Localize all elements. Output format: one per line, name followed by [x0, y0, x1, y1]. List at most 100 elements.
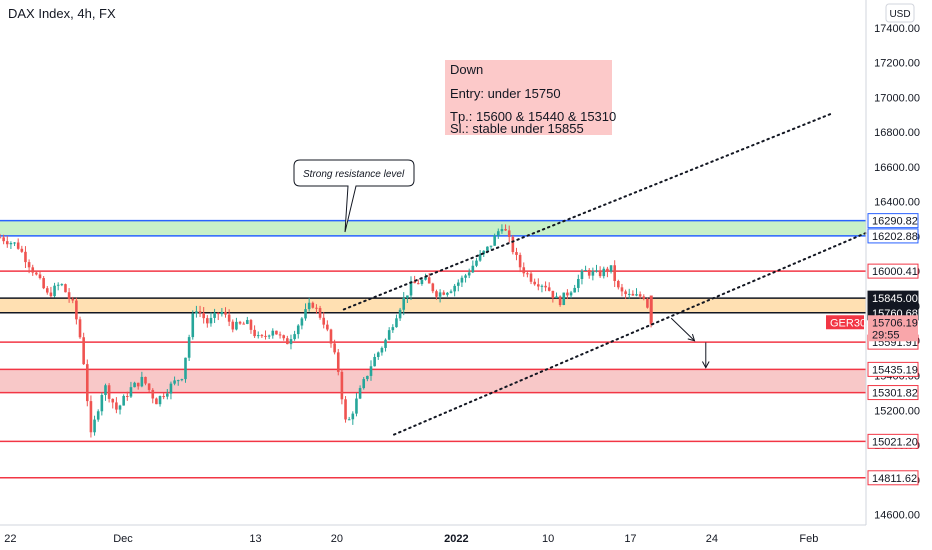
candle-body: [369, 366, 373, 376]
candle-body: [529, 273, 533, 282]
candle-body: [646, 298, 649, 308]
candle-body: [300, 318, 304, 326]
candle-body: [406, 295, 409, 298]
x-tick-label: Dec: [113, 533, 133, 545]
candle-body: [518, 254, 522, 268]
candle-body: [107, 385, 111, 399]
candle-body: [431, 283, 435, 292]
candle-body: [289, 339, 293, 345]
price-tag: 16202.88: [867, 228, 919, 244]
candle-body: [75, 300, 78, 320]
candle-body: [60, 284, 64, 286]
channel-lower-line: [393, 231, 867, 436]
symbol-tag-label: GER30: [830, 317, 866, 329]
candle-body: [333, 343, 336, 353]
price-tag-box: [867, 213, 919, 229]
candle-body: [380, 347, 384, 353]
candle-body: [82, 337, 85, 365]
candle-body: [16, 242, 20, 249]
candle-body: [20, 248, 24, 252]
candle-body: [49, 292, 53, 297]
price-tag-box: [867, 263, 919, 279]
price-tag: 15435.19: [867, 361, 919, 377]
time-axis[interactable]: 22 Dec 13 20 2022 10 17 24 Feb: [4, 533, 818, 545]
candle-body: [9, 242, 13, 245]
candle-body: [56, 284, 60, 286]
candle-body: [202, 312, 205, 319]
candle-body: [286, 338, 289, 345]
candle-body: [38, 274, 42, 279]
y-tick-label: 14600.00: [874, 510, 920, 522]
candle-body: [464, 275, 467, 278]
candle-body: [486, 246, 489, 251]
note-line-2: Entry: under 15750: [450, 86, 561, 101]
candle-body: [282, 335, 286, 339]
candle-body: [195, 311, 198, 314]
candle-body: [187, 337, 191, 358]
candle-body: [344, 399, 347, 420]
candle-body: [206, 318, 209, 324]
price-tags: 16290.8216202.8816000.4115845.0015760.68…: [826, 213, 919, 486]
candle-body: [424, 277, 427, 280]
candle-body: [391, 327, 395, 331]
candle-body: [104, 385, 107, 396]
candle-body: [562, 292, 566, 306]
candle-body: [467, 272, 471, 276]
trend-channel: [342, 111, 867, 436]
candle-body: [449, 291, 453, 293]
callout-text: Strong resistance level: [303, 169, 405, 180]
price-zones: [0, 220, 866, 393]
candle-body: [442, 292, 446, 295]
candle-body: [416, 283, 420, 285]
projection-arrows: [670, 317, 710, 369]
x-tick-label: Feb: [799, 533, 818, 545]
candlestick-series: [0, 224, 653, 438]
candle-body: [489, 245, 493, 247]
candle-body: [438, 292, 442, 297]
candle-body: [293, 334, 296, 340]
price-tag: 15301.82: [867, 385, 919, 401]
candle-body: [631, 293, 635, 296]
candle-body: [558, 296, 562, 306]
candle-body: [253, 329, 256, 337]
candle-body: [13, 242, 16, 244]
candle-body: [609, 265, 613, 272]
candle-body: [573, 287, 576, 293]
candle-body: [158, 396, 162, 405]
candle-body: [507, 230, 511, 237]
candle-body: [595, 270, 598, 272]
symbol-tag-box: [826, 315, 864, 330]
x-tick-label: 20: [331, 533, 343, 545]
currency-button-label[interactable]: USD: [889, 9, 910, 20]
price-tag-box: [867, 228, 919, 244]
price-tag-box: [867, 433, 919, 449]
currency-button[interactable]: USD: [885, 3, 915, 23]
y-tick-label: 17200.00: [874, 58, 920, 70]
y-tick-label: 16600.00: [874, 162, 920, 174]
candle-body: [260, 335, 264, 337]
candle-body: [271, 330, 275, 336]
candle-body: [115, 402, 118, 410]
candle-body: [136, 382, 140, 387]
candle-body: [311, 302, 315, 308]
candle-body: [620, 287, 624, 292]
candle-body: [2, 237, 5, 242]
candle-body: [238, 321, 242, 324]
candle-body: [224, 311, 227, 315]
candle-body: [256, 335, 260, 337]
candle-body: [478, 254, 482, 261]
x-tick-label: 2022: [444, 533, 468, 545]
candle-body: [420, 279, 424, 284]
currency-button-frame[interactable]: [885, 3, 915, 23]
note-line-4: Sl.: stable under 15855: [450, 121, 584, 136]
price-tag-label: 15021.20: [872, 436, 918, 448]
candle-body: [249, 320, 253, 330]
candle-body: [275, 330, 278, 335]
candle-body: [446, 292, 449, 295]
candle-body: [460, 277, 464, 283]
candle-body: [504, 229, 507, 231]
candle-body: [336, 352, 340, 372]
candle-body: [100, 395, 104, 412]
candle-body: [318, 308, 322, 318]
